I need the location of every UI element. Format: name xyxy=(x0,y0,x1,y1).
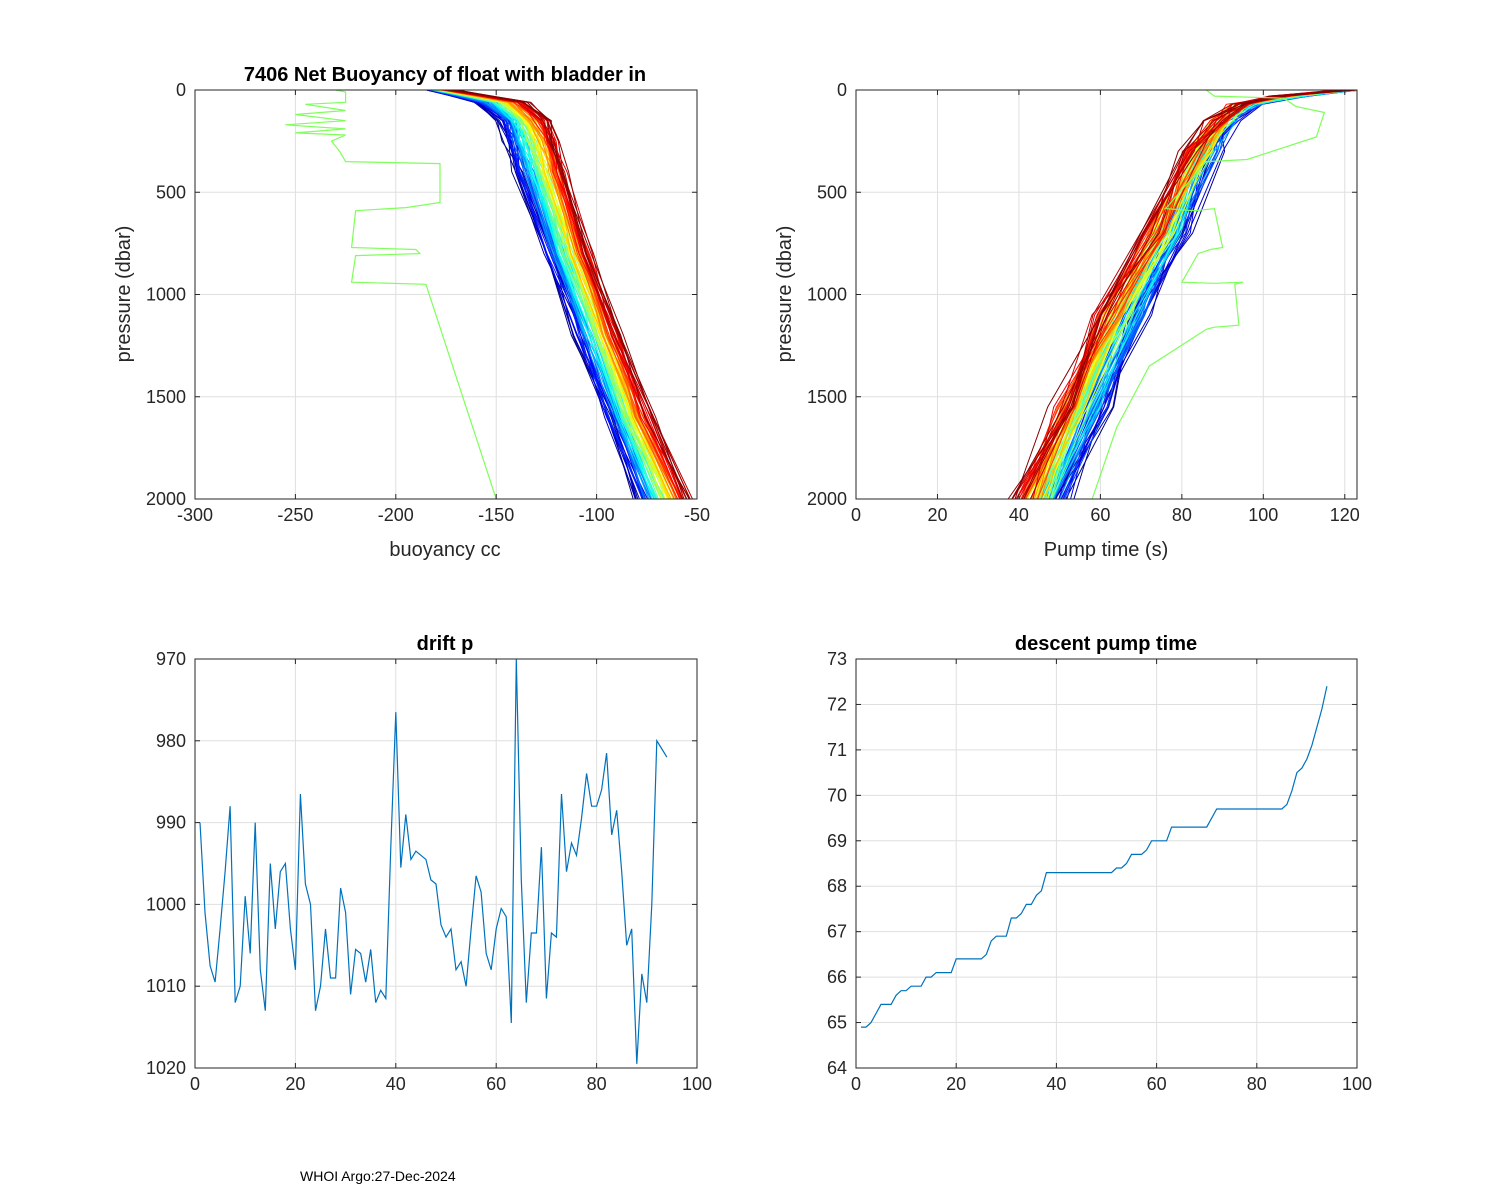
y-tick-label: 1020 xyxy=(146,1058,186,1078)
y-tick-label: 71 xyxy=(827,740,847,760)
y-tick-label: 68 xyxy=(827,876,847,896)
buoyancy-chart-title: 7406 Net Buoyancy of float with bladder … xyxy=(244,64,646,86)
x-tick-label: 60 xyxy=(1090,505,1110,525)
x-tick-label: 40 xyxy=(1009,505,1029,525)
x-tick-label: -250 xyxy=(277,505,313,525)
x-tick-label: 100 xyxy=(1342,1074,1372,1094)
pumptime-y-axis-label: pressure (dbar) xyxy=(774,226,796,363)
axes-frame xyxy=(855,658,1358,1069)
x-tick-label: 20 xyxy=(946,1074,966,1094)
profile-line xyxy=(457,90,690,499)
y-tick-label: 980 xyxy=(156,731,186,751)
y-tick-label: 1000 xyxy=(146,894,186,914)
x-tick-label: 80 xyxy=(1247,1074,1267,1094)
y-tick-label: 2000 xyxy=(146,489,186,509)
outlier-profile-line xyxy=(1091,90,1326,499)
profile-line xyxy=(1011,90,1344,499)
y-tick-label: 500 xyxy=(817,182,847,202)
buoyancy-x-axis-label: buoyancy cc xyxy=(389,539,500,561)
x-tick-label: 60 xyxy=(1147,1074,1167,1094)
series-group xyxy=(861,686,1328,1028)
pumptime-x-axis-label: Pump time (s) xyxy=(1044,539,1168,561)
x-tick-label: 100 xyxy=(682,1074,712,1094)
descentpump-axes: 0 20 40 60 80 100 64 65 66 67 68 69 70 71 72 73 xyxy=(827,649,1372,1094)
y-tick-label: 1000 xyxy=(807,285,847,305)
y-tick-label: 70 xyxy=(827,785,847,805)
y-tick-label: 1000 xyxy=(146,285,186,305)
x-tick-label: -150 xyxy=(478,505,514,525)
y-tick-label: 72 xyxy=(827,694,847,714)
x-tick-label: 0 xyxy=(851,1074,861,1094)
pumptime-axes: 0 20 40 60 80 100 120 0 500 1000 1500 2000 xyxy=(807,80,1360,525)
buoyancy-y-axis-label: pressure (dbar) xyxy=(113,226,135,363)
y-tick-label: 65 xyxy=(827,1013,847,1033)
y-tick-label: 1500 xyxy=(146,387,186,407)
driftp-axes: 0 20 40 60 80 100 970 980 990 1000 1010 1020 xyxy=(146,649,712,1094)
buoyancy-axes: -300 -250 -200 -150 -100 -50 0 500 1000 1500 2000 xyxy=(146,80,710,525)
x-tick-label: -200 xyxy=(378,505,414,525)
x-tick-label: 20 xyxy=(285,1074,305,1094)
profile-line xyxy=(1021,90,1337,499)
x-tick-label: -300 xyxy=(177,505,213,525)
profile-line xyxy=(455,90,691,499)
x-tick-label: 60 xyxy=(486,1074,506,1094)
x-tick-label: 120 xyxy=(1330,505,1360,525)
y-tick-label: 66 xyxy=(827,967,847,987)
plot-area xyxy=(856,659,1357,1068)
y-tick-label: 1010 xyxy=(146,976,186,996)
y-tick-label: 0 xyxy=(176,80,186,100)
x-tick-label: 20 xyxy=(927,505,947,525)
series-group xyxy=(285,90,693,499)
x-tick-label: 80 xyxy=(587,1074,607,1094)
x-tick-label: -100 xyxy=(579,505,615,525)
y-tick-label: 67 xyxy=(827,922,847,942)
profile-line xyxy=(451,90,688,499)
y-tick-label: 970 xyxy=(156,649,186,669)
series-group xyxy=(199,659,668,1064)
series-line xyxy=(199,659,668,1064)
footer-stamp: WHOI Argo:27-Dec-2024 xyxy=(300,1168,456,1184)
y-tick-label: 64 xyxy=(827,1058,847,1078)
series-group xyxy=(1007,90,1357,499)
series-line xyxy=(861,686,1328,1028)
profile-line xyxy=(1011,90,1340,499)
axes-frame xyxy=(194,658,698,1069)
y-tick-label: 500 xyxy=(156,182,186,202)
y-tick-label: 1500 xyxy=(807,387,847,407)
y-tick-label: 2000 xyxy=(807,489,847,509)
x-tick-label: 0 xyxy=(190,1074,200,1094)
profile-line xyxy=(446,90,662,499)
plot-area xyxy=(195,659,697,1068)
x-tick-label: -50 xyxy=(684,505,710,525)
y-tick-label: 990 xyxy=(156,813,186,833)
profile-line xyxy=(440,90,657,499)
x-tick-label: 80 xyxy=(1172,505,1192,525)
descentpump-chart-title: descent pump time xyxy=(1015,633,1197,655)
x-tick-label: 40 xyxy=(386,1074,406,1094)
y-tick-label: 73 xyxy=(827,649,847,669)
x-tick-label: 0 xyxy=(851,505,861,525)
driftp-chart-title: drift p xyxy=(417,633,474,655)
y-tick-label: 0 xyxy=(837,80,847,100)
x-tick-label: 40 xyxy=(1046,1074,1066,1094)
y-tick-label: 69 xyxy=(827,831,847,851)
x-tick-label: 100 xyxy=(1248,505,1278,525)
profile-line xyxy=(1014,90,1357,499)
outlier-profile-line xyxy=(285,90,497,499)
